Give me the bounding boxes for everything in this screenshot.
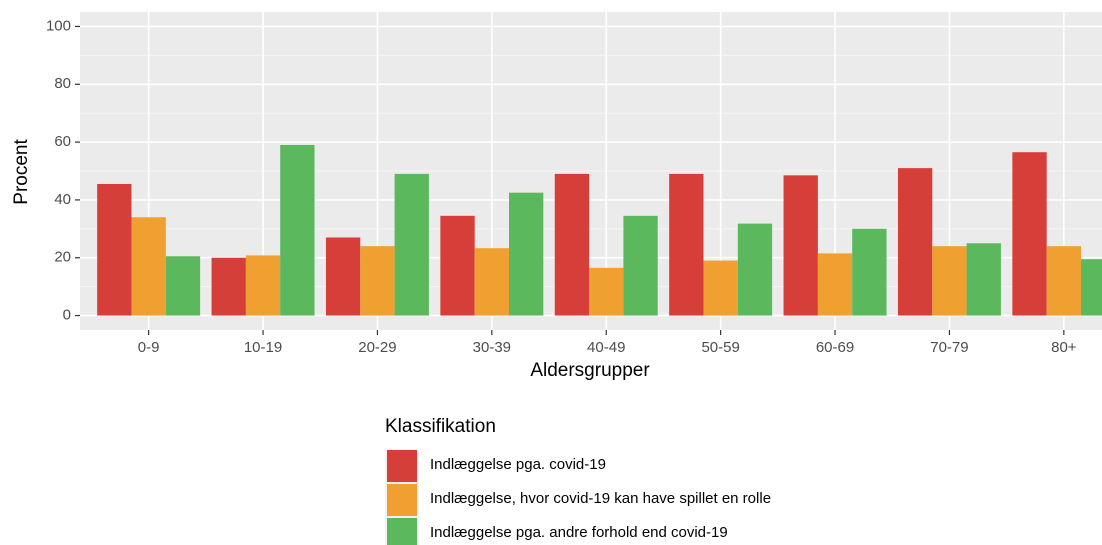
y-tick-label: 0 [63, 307, 71, 324]
bar [509, 192, 544, 316]
legend-swatch [387, 484, 417, 516]
bar [394, 173, 429, 316]
bar [897, 168, 933, 316]
legend-swatch [387, 518, 417, 545]
bar [589, 267, 624, 316]
x-tick-label: 50-59 [701, 339, 739, 356]
bar [554, 173, 590, 316]
legend-label: Indlæggelse pga. andre forhold end covid… [430, 524, 728, 541]
bar [440, 215, 475, 316]
plot: 0 20 40 60 80 100 0-9 10-19 20-29 30-39 40-49 50-59… [46, 12, 1102, 356]
x-axis-title: Aldersgrupper [530, 360, 650, 381]
bar [623, 215, 658, 316]
x-tick-label: 20-29 [358, 339, 396, 356]
y-tick-label: 40 [54, 191, 71, 208]
y-tick-label: 100 [46, 17, 71, 34]
bar [97, 184, 132, 316]
x-tick-label: 10-19 [244, 339, 282, 356]
bar [280, 144, 315, 316]
bar [325, 237, 361, 316]
x-tick-label: 40-49 [587, 339, 625, 356]
bar [1046, 246, 1081, 316]
bar [852, 228, 887, 316]
y-tick-label: 80 [54, 75, 71, 92]
x-tick-label: 0-9 [138, 339, 160, 356]
bar [932, 246, 967, 316]
legend-label: Indlæggelse pga. covid-19 [430, 456, 606, 473]
bar [211, 257, 246, 316]
y-tick-label: 60 [54, 133, 71, 150]
y-tick-label: 20 [54, 249, 71, 266]
bar [1081, 259, 1102, 316]
x-tick-label: 80+ [1051, 339, 1077, 356]
bar [165, 256, 201, 316]
legend-title: Klassifikation [385, 416, 496, 437]
bar [966, 243, 1001, 316]
y-axis-title: Procent [11, 139, 32, 205]
bar [669, 173, 704, 316]
legend-label: Indlæggelse, hvor covid-19 kan have spil… [430, 490, 771, 507]
x-tick-label: 60-69 [816, 339, 854, 356]
x-tick-label: 30-39 [473, 339, 511, 356]
bar [817, 253, 853, 316]
bar [474, 248, 509, 316]
bar [131, 217, 166, 316]
x-tick-label: 70-79 [930, 339, 968, 356]
bar [737, 223, 773, 316]
bar [783, 175, 818, 316]
bar [703, 260, 738, 316]
bar [1012, 152, 1047, 316]
bar [360, 246, 395, 316]
legend-swatch [387, 450, 417, 482]
bar [245, 255, 281, 316]
